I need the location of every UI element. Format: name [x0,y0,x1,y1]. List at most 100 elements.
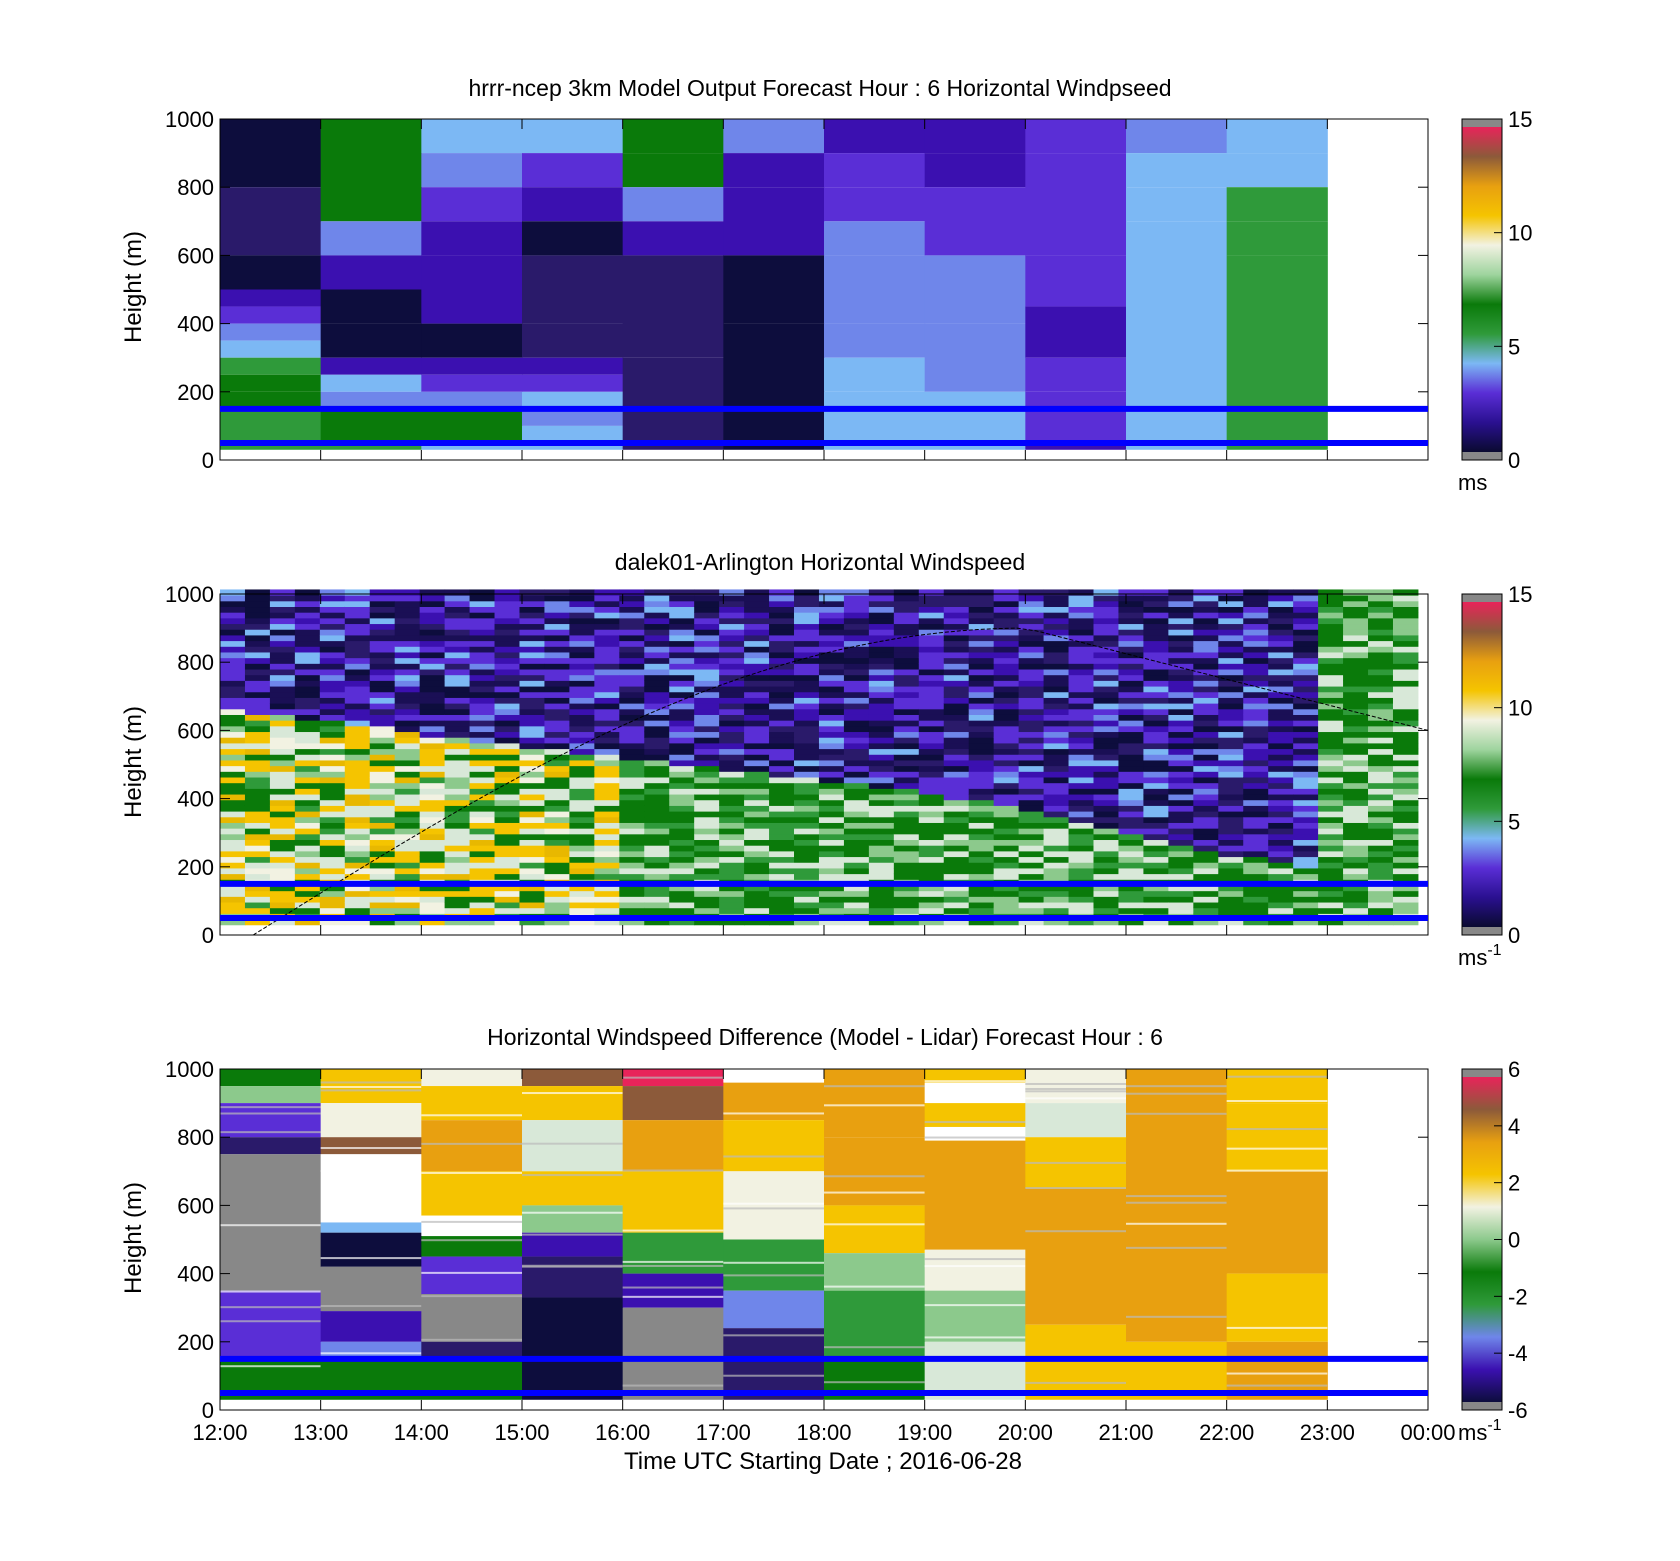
heatmap-cell [1368,714,1394,721]
heatmap-cell [719,771,745,778]
heatmap-cell [1043,674,1070,681]
heatmap-cell [1118,720,1144,727]
heatmap-cell [469,731,496,738]
heatmap-cell [1018,856,1045,863]
heatmap-cell [694,794,720,801]
heatmap-cell [220,703,246,710]
heatmap-cell [943,640,970,647]
heatmap-cell [519,816,545,823]
heatmap-cell [244,589,271,596]
heatmap-stripe [220,1290,321,1293]
heatmap-cell [1193,765,1219,772]
heatmap-cell [669,612,695,619]
heatmap-cell [469,884,496,892]
heatmap-cell [794,890,820,897]
heatmap-cell [1193,691,1219,698]
heatmap-cell [644,703,670,710]
heatmap-cell [723,1171,825,1240]
heatmap-cell [818,663,845,670]
heatmap-cell [1293,805,1319,812]
heatmap-cell [419,799,446,806]
heatmap-cell [522,408,624,426]
heatmap-cell [319,606,346,613]
heatmap-cell [1318,828,1344,835]
heatmap-cell [669,646,695,653]
heatmap-cell [344,816,371,823]
heatmap-cell [294,600,321,608]
heatmap-cell [220,782,246,789]
heatmap-cell [993,833,1020,841]
heatmap-cell [421,1120,523,1172]
heatmap-cell [918,884,945,892]
heatmap-cell [444,839,471,846]
heatmap-cell [893,873,920,880]
heatmap-cell [1293,845,1319,852]
heatmap-stripe [824,1346,925,1349]
heatmap-cell [918,708,945,715]
heatmap-cell [1226,1103,1328,1172]
heatmap-cell [220,884,246,892]
heatmap-cell [444,833,471,841]
heatmap-cell [1343,862,1369,869]
heatmap-cell [244,640,271,647]
heatmap-cell [694,714,720,721]
heatmap-cell [369,799,396,806]
heatmap-cell [244,833,271,841]
heatmap-cell [444,742,471,750]
heatmap-cell [943,856,970,863]
heatmap-cell [344,833,371,841]
heatmap-cell [1243,845,1269,852]
heatmap-cell [1368,703,1394,710]
heatmap-cell [1368,862,1394,869]
heatmap-cell [469,617,496,625]
heatmap-cell [868,816,895,823]
heatmap-cell [1118,850,1144,858]
heatmap-cell [1168,703,1194,710]
heatmap-cell [344,754,371,761]
heatmap-cell [294,890,321,897]
heatmap-cell [569,674,595,681]
heatmap-cell [1243,850,1269,858]
heatmap-cell [1143,629,1169,636]
heatmap-cell [220,629,246,636]
heatmap-cell [1193,617,1219,625]
heatmap-cell [544,697,570,704]
heatmap-cell [569,731,595,738]
heatmap-cell [1318,720,1344,727]
heatmap-cell [1218,714,1244,721]
heatmap-cell [769,856,795,863]
heatmap-cell [369,657,396,664]
heatmap-cell [319,595,346,602]
heatmap-cell [1018,833,1045,841]
heatmap-cell [1343,845,1369,852]
heatmap-cell [1218,686,1244,693]
heatmap-cell [244,856,271,863]
heatmap-stripe [1126,1112,1227,1115]
heatmap-cell [794,862,820,869]
heatmap-cell [744,697,770,704]
heatmap-cell [1068,890,1094,897]
heatmap-cell [594,600,620,608]
heatmap-cell [769,765,795,772]
heatmap-cell [1243,748,1269,755]
heatmap-cell [244,697,271,704]
heatmap-cell [1226,153,1328,188]
heatmap-cell [494,634,520,642]
heatmap-cell [968,646,995,653]
heatmap-cell [1343,805,1369,812]
heatmap-cell [319,856,346,863]
heatmap-cell [469,765,496,772]
heatmap-cell [818,850,845,858]
heatmap-cell [1193,788,1219,795]
heatmap-cell [419,919,446,926]
heatmap-cell [269,828,296,835]
heatmap-cell [868,771,895,778]
heatmap-cell [1243,828,1269,835]
heatmap-cell [794,759,820,767]
heatmap-cell [1218,805,1244,812]
heatmap-cell [419,703,446,710]
heatmap-cell [943,600,970,608]
heatmap-cell [818,623,845,630]
heatmap-cell [1093,595,1119,602]
heatmap-cell [918,737,945,744]
